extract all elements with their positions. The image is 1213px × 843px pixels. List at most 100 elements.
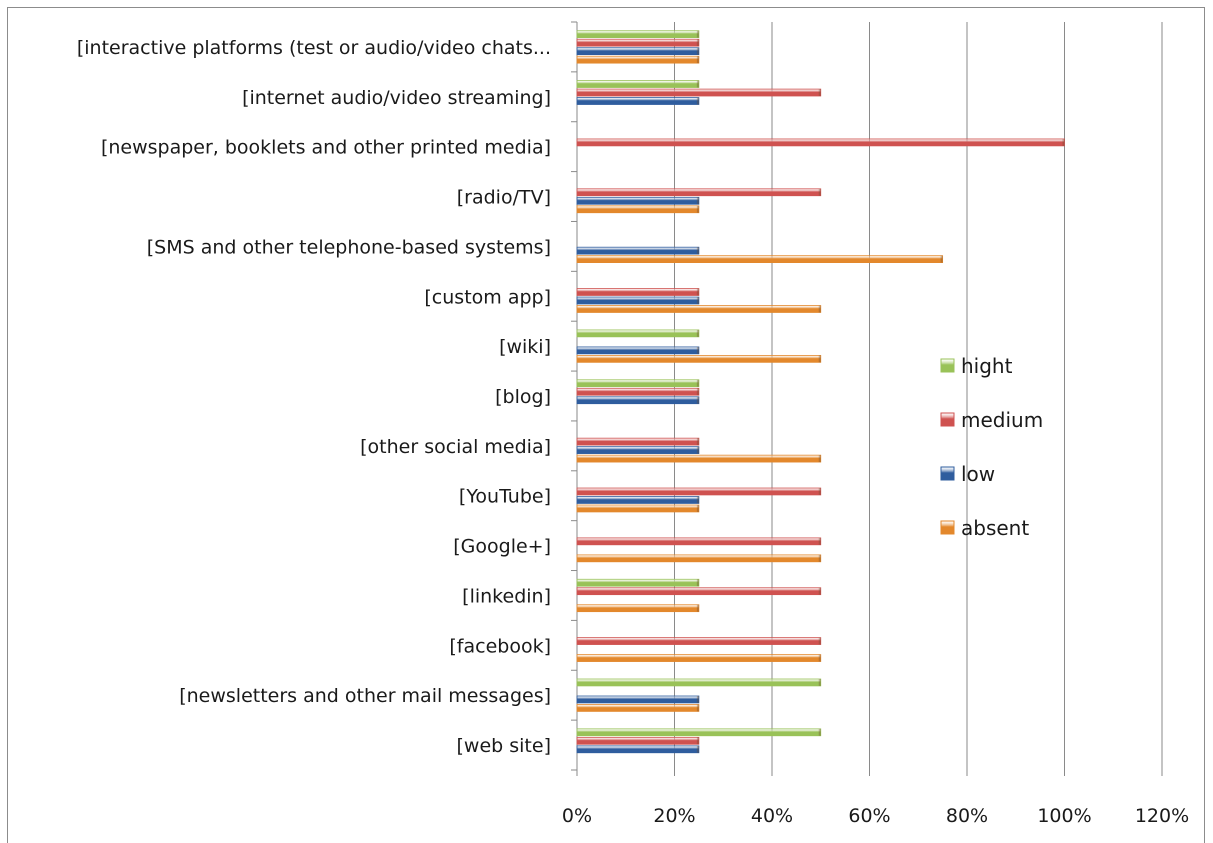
bar-end-cap	[819, 538, 821, 545]
bar-end-cap	[697, 197, 699, 204]
bar-low	[577, 447, 699, 454]
category-label: [custom app]	[424, 286, 551, 308]
bar-end-cap	[697, 289, 699, 296]
bar-end-cap	[697, 206, 699, 213]
category-label: [facebook]	[449, 635, 551, 657]
bar-hight	[577, 679, 821, 686]
x-tick-label: 40%	[751, 805, 793, 827]
bar-end-cap	[697, 388, 699, 395]
bar-hight	[577, 31, 699, 38]
bar-absent	[577, 306, 821, 313]
bar-end-cap	[697, 56, 699, 63]
bar-end-cap	[697, 48, 699, 55]
bar-end-cap	[697, 579, 699, 586]
bar-low	[577, 746, 699, 753]
bar-end-cap	[697, 247, 699, 254]
x-tick-label: 100%	[1037, 805, 1091, 827]
bar-low	[577, 497, 699, 504]
x-tick-label: 120%	[1135, 805, 1189, 827]
category-label: [internet audio/video streaming]	[242, 87, 551, 109]
category-label: [Google+]	[453, 536, 551, 558]
x-tick-label: 0%	[562, 805, 592, 827]
bar-medium	[577, 638, 821, 645]
bar-absent	[577, 555, 821, 562]
bar-medium	[577, 737, 699, 744]
bar-low	[577, 48, 699, 55]
bar-end-cap	[697, 705, 699, 712]
bar-low	[577, 347, 699, 354]
bar-medium	[577, 538, 821, 545]
bar-hight	[577, 729, 821, 736]
bar-hight	[577, 330, 699, 337]
legend-swatch-medium	[941, 413, 954, 426]
category-label: [radio/TV]	[457, 187, 551, 209]
bar-hight	[577, 81, 699, 88]
bar-end-cap	[697, 505, 699, 512]
bar-absent	[577, 206, 699, 213]
legend-swatch-low	[941, 467, 954, 480]
legend-swatch-absent	[941, 521, 954, 534]
x-tick-label: 80%	[946, 805, 988, 827]
bar-end-cap	[697, 746, 699, 753]
legend-label-absent: absent	[961, 516, 1029, 540]
bar-end-cap	[697, 347, 699, 354]
bar-end-cap	[697, 81, 699, 88]
bar-medium	[577, 388, 699, 395]
bar-end-cap	[697, 447, 699, 454]
bar-low	[577, 297, 699, 304]
bar-absent	[577, 705, 699, 712]
category-label: [SMS and other telephone-based systems]	[147, 236, 551, 258]
bar-low	[577, 197, 699, 204]
legend-label-low: low	[961, 462, 995, 486]
bar-low	[577, 397, 699, 404]
bar-end-cap	[697, 380, 699, 387]
legend-label-medium: medium	[961, 408, 1043, 432]
bar-medium	[577, 289, 699, 296]
category-label: [other social media]	[360, 436, 551, 458]
bar-end-cap	[697, 497, 699, 504]
category-label: [wiki]	[499, 336, 551, 358]
legend-label-hight: hight	[961, 354, 1013, 378]
bar-low	[577, 98, 699, 105]
bar-end-cap	[819, 455, 821, 462]
x-tick-label: 20%	[653, 805, 695, 827]
bar-end-cap	[819, 189, 821, 196]
bar-end-cap	[697, 438, 699, 445]
bar-end-cap	[697, 98, 699, 105]
bar-end-cap	[697, 737, 699, 744]
bar-absent	[577, 605, 699, 612]
category-label: [interactive platforms (test or audio/vi…	[77, 37, 551, 59]
category-label: [YouTube]	[459, 486, 551, 508]
bar-absent	[577, 505, 699, 512]
category-label: [linkedin]	[462, 585, 551, 607]
bar-end-cap	[697, 696, 699, 703]
bar-medium	[577, 189, 821, 196]
x-tick-label: 60%	[848, 805, 890, 827]
category-label: [web site]	[457, 735, 551, 757]
legend-swatch-hight	[941, 359, 954, 372]
bar-medium	[577, 139, 1065, 146]
category-label: [blog]	[495, 386, 551, 408]
bar-end-cap	[697, 31, 699, 38]
category-label: [newspaper, booklets and other printed m…	[101, 137, 551, 159]
bar-end-cap	[697, 397, 699, 404]
bar-end-cap	[1063, 139, 1065, 146]
bar-absent	[577, 256, 943, 263]
bar-hight	[577, 579, 699, 586]
bar-absent	[577, 56, 699, 63]
bar-end-cap	[697, 39, 699, 46]
bar-medium	[577, 438, 699, 445]
bar-end-cap	[819, 488, 821, 495]
bar-end-cap	[819, 655, 821, 662]
bar-medium	[577, 89, 821, 96]
bar-hight	[577, 380, 699, 387]
bar-end-cap	[819, 588, 821, 595]
bar-absent	[577, 655, 821, 662]
bar-low	[577, 696, 699, 703]
category-label: [newsletters and other mail messages]	[179, 685, 551, 707]
bar-end-cap	[697, 297, 699, 304]
bar-end-cap	[819, 306, 821, 313]
bar-end-cap	[697, 605, 699, 612]
bar-absent	[577, 455, 821, 462]
